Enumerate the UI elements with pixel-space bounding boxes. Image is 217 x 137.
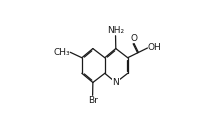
Text: Br: Br bbox=[88, 96, 98, 105]
Text: N: N bbox=[112, 78, 119, 87]
Text: NH₂: NH₂ bbox=[107, 26, 124, 35]
Text: OH: OH bbox=[148, 43, 162, 52]
Text: CH₃: CH₃ bbox=[53, 48, 70, 57]
Text: O: O bbox=[130, 34, 137, 43]
